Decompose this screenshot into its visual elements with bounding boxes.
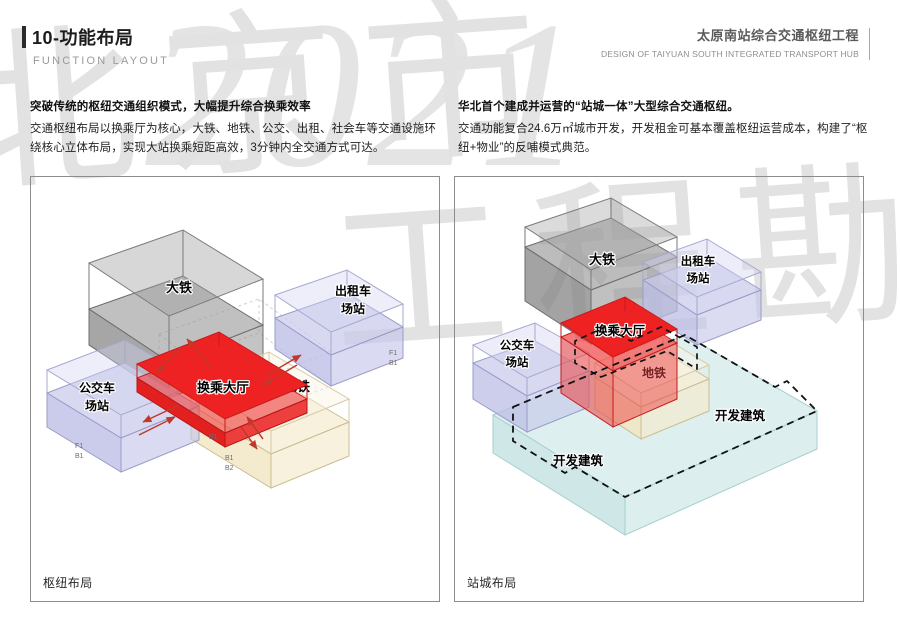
- station-city-diagram: 开发建筑 开发建筑 大铁 出租车 场站: [471, 197, 819, 536]
- hub-layout-diagram: 大铁 F2 F1 B1 出租车 场站 F1 B1 地铁 B1 B2: [45, 229, 405, 489]
- box-taxi-station-right: 出租车 场站: [641, 238, 763, 346]
- box-label-transfer-hall-right: 换乘大厅: [595, 323, 646, 338]
- box-label-development-2: 开发建筑: [715, 408, 766, 423]
- box-label-daTie: 大铁: [166, 280, 192, 295]
- description-left-heading: 突破传统的枢纽交通组织模式，大幅提升综合换乘效率: [30, 101, 311, 113]
- project-name-cn: 太原南站综合交通枢纽工程: [696, 28, 859, 43]
- box-bus-station: 公交车 场站 F1 B1: [45, 339, 201, 473]
- description-left: 突破传统的枢纽交通组织模式，大幅提升综合换乘效率 交通枢纽布局以换乘厅为核心，大…: [30, 98, 440, 159]
- arrow-subway-to-hall: [246, 416, 264, 440]
- panel-station-city-layout: 开发建筑 开发建筑 大铁 出租车 场站: [454, 176, 864, 602]
- floor-label-subway-b2: B2: [225, 465, 234, 472]
- description-left-body: 交通枢纽布局以换乘厅为核心，大铁、地铁、公交、出租、社会车等交通设施环绕核心立体…: [30, 123, 436, 155]
- title-accent-bar: [22, 26, 26, 48]
- box-label-bus-right-line1: 公交车: [500, 338, 535, 352]
- box-transfer-hall: 换乘大厅 B1: [135, 331, 309, 448]
- floor-label-bus-f1: F1: [75, 443, 83, 450]
- box-label-development-1: 开发建筑: [553, 453, 604, 468]
- floor-label-taxi-b1: B1: [389, 360, 398, 367]
- box-label-taxi-right-line2: 场站: [687, 271, 710, 285]
- project-name-en: DESIGN OF TAIYUAN SOUTH INTEGRATED TRANS…: [600, 48, 859, 59]
- box-label-bus-right-line2: 场站: [506, 355, 529, 369]
- box-transfer-hall-right: 换乘大厅: [559, 296, 679, 428]
- page-title: 10-功能布局: [32, 28, 134, 48]
- description-right-body: 交通功能复合24.6万㎡城市开发，开发租金可基本覆盖枢纽运营成本，构建了“枢纽+…: [458, 123, 868, 155]
- arrow-bus-to-hall: [138, 416, 176, 436]
- arrow-taxi-to-hall: [262, 364, 298, 386]
- description-right: 华北首个建成并运营的“站城一体”大型综合交通枢纽。 交通功能复合24.6万㎡城市…: [458, 98, 868, 159]
- floor-label-taxi-f1: F1: [389, 350, 397, 357]
- box-label-bus-line2: 场站: [85, 398, 109, 413]
- box-label-transfer-hall: 换乘大厅: [197, 380, 249, 395]
- description-right-heading: 华北首个建成并运营的“站城一体”大型综合交通枢纽。: [458, 101, 739, 113]
- box-label-taxi-line2: 场站: [341, 301, 365, 316]
- page-header: 10-功能布局 FUNCTION LAYOUT 太原南站综合交通枢纽工程 DES…: [0, 0, 900, 88]
- project-identity: 太原南站综合交通枢纽工程 DESIGN OF TAIYUAN SOUTH INT…: [601, 28, 870, 60]
- page-subtitle: FUNCTION LAYOUT: [33, 55, 170, 67]
- box-label-taxi-right-line1: 出租车: [681, 254, 716, 268]
- arrow-hall-to-bus: [142, 404, 180, 423]
- arrow-hall-to-subway: [240, 426, 258, 450]
- floor-label-hall-b1: B1: [209, 434, 218, 441]
- box-label-bus-line1: 公交车: [79, 380, 115, 395]
- arrow-daTie-to-hall: [156, 346, 182, 374]
- arrow-hall-to-daTie: [186, 338, 212, 368]
- panel-right-caption: 站城布局: [467, 576, 517, 590]
- box-label-daTie-right: 大铁: [589, 252, 615, 267]
- box-label-taxi-line1: 出租车: [335, 283, 371, 298]
- panel-hub-layout: 大铁 F2 F1 B1 出租车 场站 F1 B1 地铁 B1 B2: [30, 176, 440, 602]
- transfer-arrows: [138, 338, 302, 450]
- panel-left-caption: 枢纽布局: [43, 576, 93, 590]
- arrow-hall-to-taxi: [266, 354, 302, 376]
- floor-label-subway-b1: B1: [225, 455, 234, 462]
- floor-label-bus-b1: B1: [75, 453, 84, 460]
- inner-boundary-outline: [574, 326, 698, 378]
- box-taxi-station: 出租车 场站 F1 B1: [273, 269, 405, 387]
